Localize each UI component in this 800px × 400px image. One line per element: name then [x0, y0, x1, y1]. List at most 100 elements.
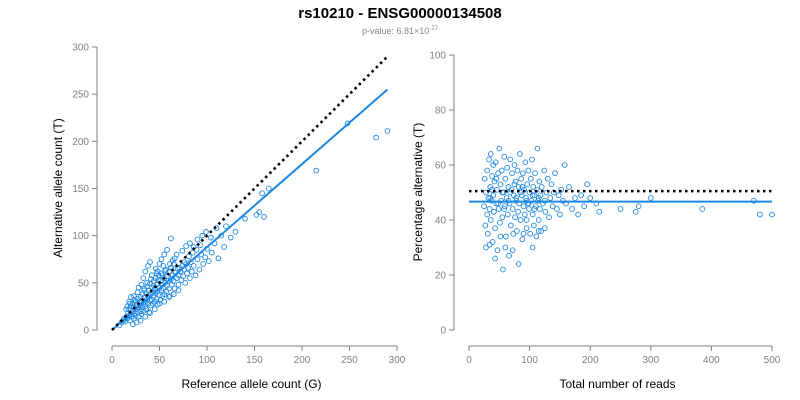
left-data-point — [202, 254, 208, 261]
right-data-point — [529, 244, 536, 251]
right-data-point — [512, 178, 519, 185]
right-data-point — [538, 228, 544, 234]
right-data-point — [509, 247, 516, 254]
right-data-point — [617, 206, 624, 212]
left-data-point — [190, 263, 197, 269]
right-data-point — [514, 228, 520, 234]
right-data-point — [509, 170, 515, 177]
right-data-point — [529, 211, 536, 218]
left-data-point — [199, 232, 206, 239]
right-data-point — [530, 222, 537, 229]
left-y-tick-label: 300 — [72, 43, 89, 54]
left-data-point — [261, 213, 267, 220]
right-data-point — [757, 211, 763, 218]
right-data-point — [498, 167, 505, 174]
right-data-point — [489, 239, 496, 245]
left-data-point — [128, 294, 134, 300]
left-data-point — [147, 259, 153, 265]
left-data-point — [131, 293, 137, 299]
right-data-point — [529, 156, 535, 163]
right-data-point — [569, 206, 575, 212]
right-data-point — [527, 175, 534, 182]
right-data-point — [557, 211, 563, 218]
right-data-point — [497, 233, 504, 240]
right-x-tick-label: 0 — [466, 355, 472, 366]
right-data-point — [529, 192, 536, 199]
right-y-tick-label: 20 — [435, 271, 447, 282]
right-data-point — [502, 244, 509, 251]
left-data-point — [215, 255, 222, 262]
left-data-point — [194, 256, 201, 263]
right-data-point — [481, 175, 488, 182]
right-data-point — [554, 206, 560, 212]
right-data-point — [520, 230, 527, 237]
right-data-point — [517, 217, 524, 223]
left-data-point — [153, 270, 160, 277]
left-data-point — [143, 306, 150, 313]
right-data-point — [524, 181, 531, 188]
left-data-point — [161, 251, 168, 258]
left-data-point — [200, 261, 207, 267]
left-data-point — [123, 306, 130, 313]
right-data-point — [494, 247, 501, 254]
left-data-point — [130, 321, 136, 328]
right-data-point — [699, 206, 706, 212]
left-data-point — [185, 264, 191, 271]
right-data-point — [535, 217, 542, 223]
right-data-point — [566, 184, 572, 190]
left-data-point — [141, 287, 148, 294]
p-value-text: p-value: 6.81×10 — [362, 26, 429, 36]
left-x-axis-label: Reference allele count (G) — [181, 377, 321, 391]
right-data-point — [587, 195, 594, 201]
left-y-tick-label: 150 — [72, 184, 89, 195]
right-data-point — [484, 167, 491, 174]
left-data-point — [162, 279, 169, 286]
right-data-point — [513, 195, 520, 201]
right-data-point — [596, 208, 603, 215]
right-data-point — [492, 225, 498, 232]
left-data-point — [140, 308, 147, 314]
right-data-point — [484, 211, 491, 218]
right-y-tick-label: 80 — [435, 106, 447, 117]
left-data-point — [131, 296, 138, 303]
right-data-point — [487, 195, 494, 201]
left-data-point — [194, 236, 201, 243]
right-data-point — [497, 219, 503, 226]
left-data-point — [171, 255, 178, 262]
right-y-axis-label: Percentage alternative (T) — [411, 123, 425, 262]
left-y-tick-label: 50 — [78, 278, 90, 289]
left-data-point — [188, 268, 195, 275]
left-data-point — [166, 285, 172, 292]
left-data-point — [162, 267, 169, 274]
left-data-point — [265, 185, 272, 192]
left-x-tick-label: 300 — [389, 355, 406, 366]
left-data-point — [165, 278, 171, 284]
left-data-point — [203, 229, 209, 235]
left-data-point — [242, 215, 248, 222]
right-data-point — [500, 266, 506, 273]
right-data-point — [515, 261, 522, 267]
chart-title: rs10210 - ENSG00000134508 — [298, 5, 502, 22]
left-y-tick-label: 200 — [72, 137, 89, 148]
right-data-point — [523, 195, 529, 201]
left-data-point — [166, 294, 172, 300]
right-data-point — [517, 151, 523, 157]
left-data-point — [175, 281, 182, 288]
right-data-point — [487, 217, 494, 223]
right-data-point — [486, 241, 493, 248]
right-data-point — [486, 206, 493, 212]
right-data-point — [511, 181, 518, 188]
left-data-point — [146, 309, 152, 315]
right-data-point — [538, 184, 545, 190]
left-data-point — [124, 303, 131, 310]
scatter-panel-allele-counts: 0 50 100 150 200 250 300 0 50 100 150 200 250 300 Refe… — [51, 43, 406, 392]
right-data-point — [514, 167, 521, 174]
left-data-point — [207, 234, 214, 241]
left-data-point — [129, 313, 135, 320]
right-x-tick-label: 400 — [703, 355, 720, 366]
left-data-point — [127, 300, 133, 307]
left-data-point — [128, 303, 134, 310]
left-data-point — [159, 293, 166, 299]
right-data-point — [504, 164, 511, 171]
left-data-point — [253, 212, 260, 218]
